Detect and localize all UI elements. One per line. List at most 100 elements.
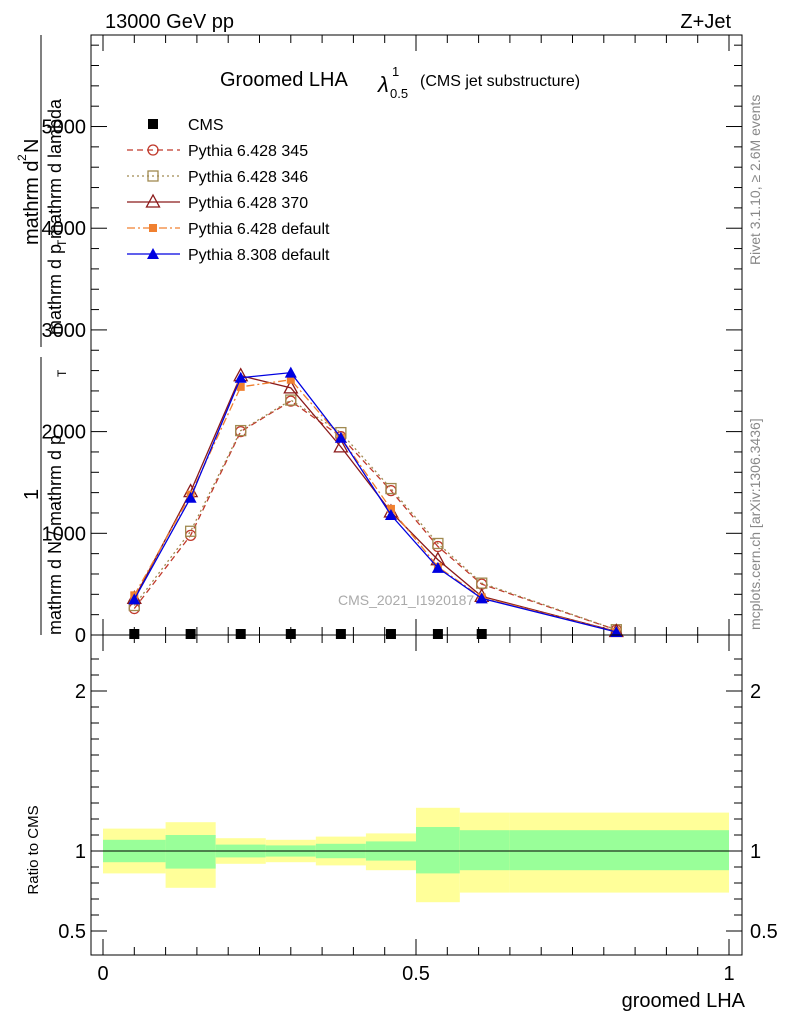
title-main: Groomed LHA — [220, 69, 348, 91]
legend-item: Pythia 6.428 370 — [127, 193, 308, 212]
series-line — [133, 399, 617, 631]
main-ytick-label: 5000 — [42, 117, 87, 139]
ylabel-numer-sup: 2 — [15, 154, 29, 161]
ratio-ytick-label: 2 — [75, 681, 86, 703]
x-axis-label: groomed LHA — [622, 990, 746, 1012]
main-ytick-label: 1000 — [42, 523, 87, 545]
data-point-triangle — [475, 592, 488, 604]
ratio-x-ticks: 0 0.5 1 — [97, 635, 735, 985]
ratio-band-green — [509, 830, 729, 871]
title-lambda: λ — [377, 72, 389, 97]
ratio-ytick-label: 0.5 — [58, 921, 86, 943]
data-point-cms — [185, 629, 196, 639]
data-point-triangle-open — [333, 438, 349, 453]
data-point-cms — [285, 629, 296, 639]
data-point-triangle — [128, 593, 141, 605]
data-point-triangle-open — [283, 379, 299, 394]
legend: CMS Pythia 6.428 345 Pythia 6.428 346 Pythi… — [127, 117, 330, 264]
series-layer — [126, 366, 624, 639]
legend-label: Pythia 6.428 default — [188, 221, 330, 238]
data-point-cms — [385, 629, 396, 639]
ylabel-prefix-den: mathrm d N / mathrm d p — [45, 435, 65, 635]
legend-label: Pythia 6.428 345 — [188, 143, 308, 160]
ratio-ytick-label-right: 0.5 — [750, 921, 778, 943]
main-ytick-label: 3000 — [42, 320, 87, 342]
ratio-ytick-label: 1 — [75, 841, 86, 863]
series-line — [133, 400, 617, 631]
ratio-frame — [90, 634, 743, 956]
data-point-triangle — [184, 491, 197, 503]
legend-item: CMS — [148, 117, 224, 134]
legend-label: CMS — [188, 117, 224, 134]
series-cms — [129, 629, 487, 639]
data-point-square — [386, 504, 395, 513]
mcplots-label: mcplots.cern.ch [arXiv:1306.3436] — [747, 418, 763, 630]
data-point-square — [236, 382, 245, 391]
ylabel-denom-sub: T — [55, 239, 69, 247]
legend-item: Pythia 6.428 345 — [127, 143, 308, 160]
data-point-triangle — [147, 248, 159, 259]
ratio-y-label: Ratio to CMS — [25, 805, 42, 894]
main-y-ticks: 0 1000 2000 3000 4000 5000 — [42, 44, 742, 647]
rivet-label: Rivet 3.1.10, ≥ 2.6M events — [747, 95, 763, 265]
main-ytick-label: 0 — [75, 625, 86, 647]
legend-item: Pythia 6.428 default — [127, 221, 330, 238]
ratio-ytick-label-right: 1 — [750, 841, 761, 863]
data-point-circle — [147, 144, 159, 156]
data-point-cms — [476, 629, 487, 639]
ylabel-denom-tail: mathrm d lambda — [45, 98, 65, 239]
data-point-triangle — [334, 431, 347, 443]
data-point-square-open — [235, 424, 247, 437]
data-point-triangle — [610, 625, 623, 637]
data-point-cms — [235, 629, 246, 639]
data-point-triangle — [234, 371, 247, 383]
legend-label: Pythia 6.428 346 — [188, 169, 308, 186]
data-point-cms — [148, 119, 158, 129]
data-point-square-open — [184, 525, 197, 537]
legend-label: Pythia 6.428 370 — [188, 195, 308, 212]
data-point-cms — [335, 629, 346, 639]
main-x-ticks — [102, 35, 730, 635]
ylabel-prefix-den-sub: T — [55, 369, 69, 377]
ratio-bands — [103, 807, 729, 903]
series-pythia-8-308-default — [128, 366, 623, 637]
title-sup: 1 — [392, 64, 399, 79]
main-ytick-label: 2000 — [42, 422, 87, 444]
ratio-xtick-label: 0.5 — [402, 963, 430, 985]
data-point-triangle — [431, 561, 444, 573]
data-point-triangle-open — [145, 193, 161, 208]
ratio-xtick-label: 1 — [723, 963, 734, 985]
ratio-y-ticks: 0.5 0.5 1 1 2 2 — [58, 658, 778, 943]
data-point-square-open — [285, 394, 297, 406]
data-point-square-open — [385, 482, 397, 495]
title-sub: 0.5 — [390, 86, 408, 101]
header-right: Z+Jet — [680, 11, 731, 33]
data-point-square — [149, 224, 157, 232]
ratio-band-green — [459, 830, 510, 871]
header-left: 13000 GeV pp — [105, 11, 234, 33]
ratio-ytick-label-right: 2 — [750, 681, 761, 703]
data-point-cms — [432, 629, 443, 639]
data-point-square-open — [147, 170, 159, 182]
main-ytick-label: 4000 — [42, 218, 87, 240]
data-point-triangle — [284, 366, 297, 378]
plot-title: Groomed LHA λ 1 0.5 (CMS jet substructur… — [220, 64, 580, 101]
legend-item: Pythia 8.308 default — [127, 247, 330, 264]
title-suffix: (CMS jet substructure) — [420, 73, 580, 90]
ratio-band-green — [165, 835, 216, 869]
ylabel-prefix-numer: 1 — [21, 489, 43, 500]
data-point-cms — [129, 629, 140, 639]
data-point-square — [286, 375, 295, 384]
watermark: CMS_2021_I1920187 — [338, 592, 474, 608]
ylabel-numer-tail: N — [21, 139, 43, 153]
legend-label: Pythia 8.308 default — [188, 247, 330, 264]
data-point-square-open — [432, 537, 444, 550]
series-line — [133, 374, 617, 633]
ratio-xtick-label: 0 — [97, 963, 108, 985]
ylabel-numer: mathrm d — [21, 161, 43, 245]
legend-item: Pythia 6.428 346 — [127, 169, 308, 186]
data-point-triangle — [384, 509, 397, 520]
ylabel-denom: mathrm d p — [45, 244, 65, 335]
